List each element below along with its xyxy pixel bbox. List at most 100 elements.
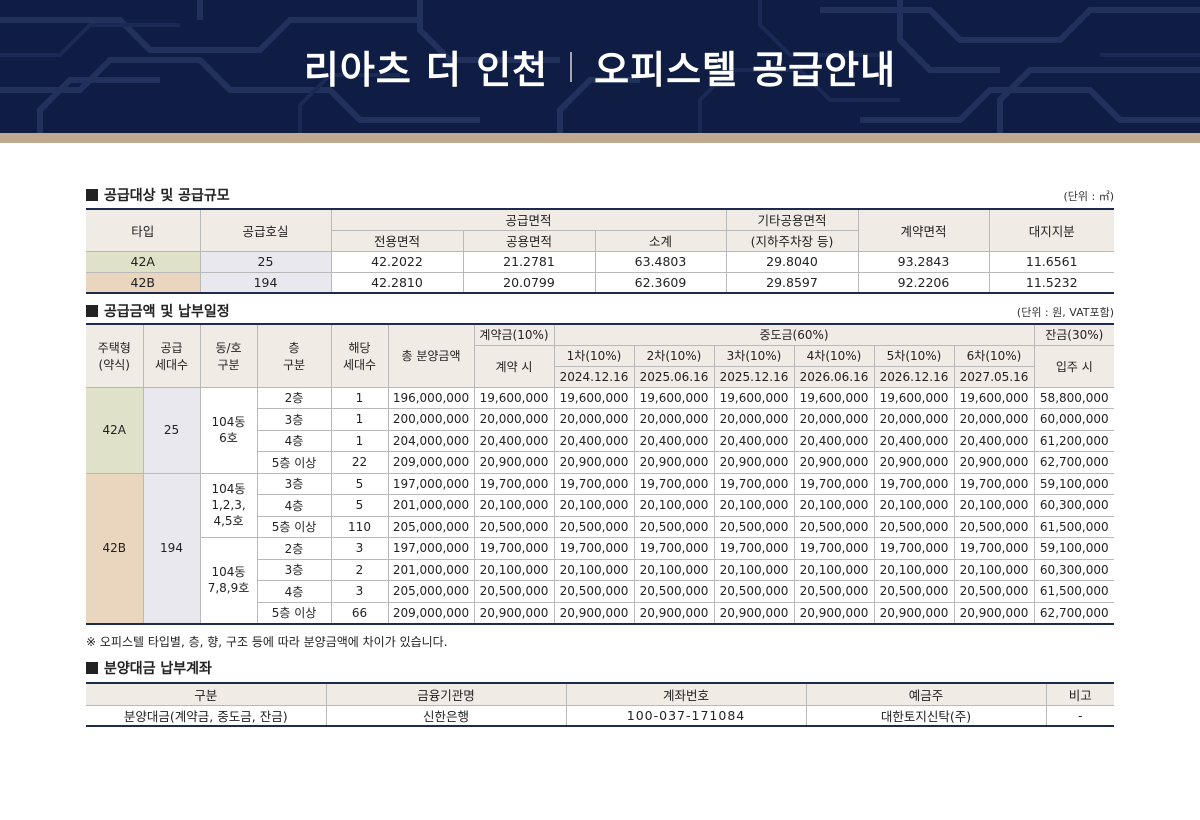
installment-cell: 20,000,000 — [793, 408, 875, 431]
floor-cell: 4층 — [257, 494, 332, 517]
housing-type-cell: 42B — [86, 472, 144, 624]
total-price-cell: 197,000,000 — [387, 472, 475, 495]
balance-cell: 58,800,000 — [1033, 386, 1115, 409]
floor-cell: 3층 — [257, 558, 332, 581]
installment-cell: 19,600,000 — [953, 386, 1035, 409]
table-row: 104동 7,8,9호 2층 3 197,000,000 19,700,000 19,700… — [86, 537, 1115, 624]
table-row: 42A 25 42.2022 21.2781 63.4803 29.8040 9… — [86, 250, 1114, 273]
col-dong: 동/호 구분 — [199, 323, 258, 388]
installment-cell: 20,100,000 — [553, 494, 635, 517]
deposit-cell: 20,500,000 — [473, 515, 555, 538]
table-row: 4층 1 204,000,000 20,400,000 20,400,000 20,400… — [86, 429, 1115, 452]
installment-cell: 20,000,000 — [633, 408, 715, 431]
land-cell: 11.5232 — [988, 271, 1114, 294]
household-count-cell: 1 — [330, 429, 389, 452]
installment-cell: 20,500,000 — [713, 580, 795, 603]
household-count-cell: 66 — [330, 601, 389, 624]
installment-cell: 20,100,000 — [633, 494, 715, 517]
exclusive-cell: 42.2022 — [330, 250, 464, 273]
deposit-cell: 20,900,000 — [473, 451, 555, 474]
col-land-share: 대지지분 — [988, 208, 1114, 252]
installment-cell: 19,700,000 — [713, 537, 795, 560]
col-category: 구분 — [86, 682, 327, 706]
installment-cell: 20,500,000 — [553, 580, 635, 603]
floor-cell: 5층 이상 — [257, 515, 332, 538]
installment-cell: 20,100,000 — [553, 558, 635, 581]
installment-cell: 19,600,000 — [793, 386, 875, 409]
col-holder: 예금주 — [805, 682, 1047, 706]
col-subtotal: 소계 — [594, 229, 727, 252]
col-balance-sub: 입주 시 — [1033, 344, 1115, 388]
other-cell: 29.8040 — [725, 250, 859, 273]
household-count-cell: 1 — [330, 408, 389, 431]
installment-cell: 20,900,000 — [713, 601, 795, 624]
contract-cell: 93.2843 — [857, 250, 990, 273]
installment-cell: 20,900,000 — [713, 451, 795, 474]
balance-cell: 62,700,000 — [1033, 601, 1115, 624]
floor-cell: 5층 이상 — [257, 451, 332, 474]
installment-date: 2025.06.16 — [633, 365, 715, 388]
table-row: 42B 194 42.2810 20.0799 62.3609 29.8597 … — [86, 271, 1114, 294]
col-bank: 금융기관명 — [325, 682, 567, 706]
installment-cell: 20,900,000 — [793, 451, 875, 474]
other-cell: 29.8597 — [725, 271, 859, 294]
installment-cell: 19,700,000 — [553, 537, 635, 560]
total-price-cell: 205,000,000 — [387, 580, 475, 603]
total-price-cell: 204,000,000 — [387, 429, 475, 452]
installment-cell: 20,000,000 — [953, 408, 1035, 431]
col-housing-type: 주택형 (약식) — [86, 323, 144, 388]
installment-cell: 20,100,000 — [953, 494, 1035, 517]
square-bullet-icon — [86, 662, 98, 674]
col-installment-1: 1차(10%) — [553, 344, 635, 367]
installment-date: 2026.06.16 — [793, 365, 875, 388]
total-price-cell: 201,000,000 — [387, 494, 475, 517]
title-left: 리아츠 더 인천 — [303, 48, 549, 92]
installment-cell: 20,900,000 — [953, 601, 1035, 624]
installment-cell: 20,100,000 — [633, 558, 715, 581]
installment-cell: 19,700,000 — [873, 537, 955, 560]
household-count-cell: 3 — [330, 580, 389, 603]
installment-cell: 20,100,000 — [793, 494, 875, 517]
category-cell: 분양대금(계약금, 중도금, 잔금) — [86, 704, 327, 727]
col-floor: 층 구분 — [256, 323, 332, 388]
installment-cell: 20,900,000 — [873, 601, 955, 624]
installment-cell: 20,500,000 — [713, 515, 795, 538]
household-count-cell: 5 — [330, 494, 389, 517]
account-section: 분양대금 납부계좌 — [86, 658, 1114, 678]
col-installment-5: 5차(10%) — [873, 344, 955, 367]
col-installment-6: 6차(10%) — [953, 344, 1035, 367]
dong-cell: 104동 1,2,3, 4,5호 — [199, 472, 258, 538]
household-count-cell: 3 — [330, 537, 389, 560]
balance-cell: 60,300,000 — [1033, 494, 1115, 517]
installment-cell: 20,100,000 — [873, 558, 955, 581]
balance-cell: 62,700,000 — [1033, 451, 1115, 474]
account-table-wrap: 구분 금융기관명 계좌번호 예금주 비고 분양대금(계약금, 중도금, 잔금) … — [86, 682, 1114, 727]
col-deposit-sub: 계약 시 — [474, 344, 555, 388]
installment-cell: 20,100,000 — [713, 494, 795, 517]
installment-cell: 20,900,000 — [553, 451, 635, 474]
installment-cell: 20,900,000 — [633, 451, 715, 474]
common-cell: 21.2781 — [462, 250, 596, 273]
supply-section-title: 공급대상 및 공급규모 — [86, 185, 1114, 205]
installment-cell: 19,700,000 — [873, 472, 955, 495]
installment-cell: 19,700,000 — [953, 472, 1035, 495]
col-units: 공급호실 — [199, 208, 332, 252]
deposit-cell: 19,700,000 — [473, 472, 555, 495]
installment-cell: 20,400,000 — [713, 429, 795, 452]
square-bullet-icon — [86, 189, 98, 201]
installment-cell: 19,600,000 — [873, 386, 955, 409]
balance-cell: 60,300,000 — [1033, 558, 1115, 581]
subtotal-cell: 62.3609 — [594, 271, 727, 294]
installment-cell: 19,700,000 — [793, 472, 875, 495]
units-cell: 25 — [199, 250, 332, 273]
account-table: 구분 금융기관명 계좌번호 예금주 비고 분양대금(계약금, 중도금, 잔금) … — [86, 682, 1114, 727]
col-account-number: 계좌번호 — [565, 682, 807, 706]
price-unit: (단위 : 원, VAT포함) — [1016, 306, 1114, 319]
col-installment-2: 2차(10%) — [633, 344, 715, 367]
col-balance: 잔금(30%) — [1033, 323, 1115, 346]
land-cell: 11.6561 — [988, 250, 1114, 273]
floor-cell: 5층 이상 — [257, 601, 332, 624]
household-count-cell: 5 — [330, 472, 389, 495]
remark-cell: - — [1045, 704, 1114, 727]
installment-cell: 20,100,000 — [873, 494, 955, 517]
